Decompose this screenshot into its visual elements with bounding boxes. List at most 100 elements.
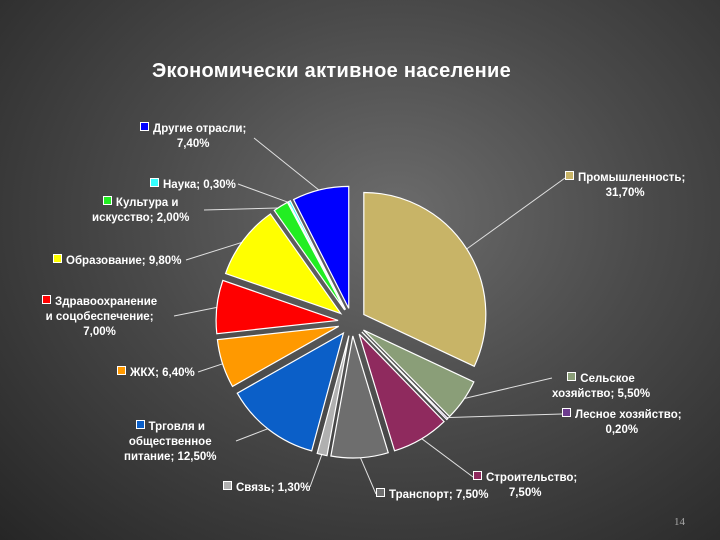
pie-slice-science <box>287 199 347 310</box>
data-label-line: Другие отрасли; <box>140 122 246 137</box>
data-label-line: искусство; 2,00% <box>92 211 189 226</box>
data-label-healthcare: Здравоохранение и соцобеспечение; 7,00% <box>42 295 157 340</box>
data-label-other: Другие отрасли; 7,40% <box>140 122 246 152</box>
pie-slice-education <box>224 213 343 315</box>
legend-swatch-construction <box>473 471 482 480</box>
data-label-text: ЖКХ; 6,40% <box>130 367 195 379</box>
pie-slice-healthcare <box>215 279 339 335</box>
data-label-text: Связь; 1,30% <box>236 482 311 494</box>
data-label-text: Культура и <box>115 197 179 209</box>
data-label-culture: Культура и искусство; 2,00% <box>92 196 189 226</box>
leader-line-science <box>237 183 291 204</box>
data-label-line: питание; 12,50% <box>124 450 216 465</box>
pie-slice-housing <box>216 325 339 388</box>
data-label-line: 7,50% <box>473 486 577 501</box>
legend-swatch-healthcare <box>42 295 51 304</box>
legend-swatch-education <box>53 254 62 263</box>
pie-slice-trade <box>236 331 345 452</box>
data-label-line: хозяйство; 5,50% <box>552 387 650 402</box>
pie-slice-transport <box>330 335 389 459</box>
data-label-text: 31,70% <box>605 187 645 199</box>
legend-swatch-trade <box>135 420 145 429</box>
data-label-line: и соцобеспечение; <box>42 310 157 325</box>
legend-swatch-science <box>150 178 159 187</box>
leader-line-healthcare <box>173 306 219 317</box>
data-label-text: Строительство; <box>486 472 578 484</box>
data-label-text: Промышленность; <box>578 172 686 184</box>
legend-swatch-other <box>140 122 149 131</box>
pie-slice-industry <box>363 191 487 368</box>
data-label-text: Здравоохранение <box>55 296 158 308</box>
pie-slice-culture <box>273 201 346 311</box>
pie-slice-forestry <box>361 331 449 421</box>
data-label-line: 0,20% <box>562 423 682 438</box>
data-label-communication: Связь; 1,30% <box>223 481 310 496</box>
data-label-construction: Строительство; 7,50% <box>473 471 577 501</box>
data-label-text: 7,00% <box>83 326 116 338</box>
legend-swatch-culture <box>102 196 112 205</box>
leader-line-industry <box>464 177 566 251</box>
data-label-transport: Транспорт; 7,50% <box>376 488 488 503</box>
leader-line-transport <box>359 455 377 495</box>
pie-slice-construction <box>358 333 445 452</box>
data-label-line: Лесное хозяйство; <box>562 408 682 423</box>
page-number: 14 <box>674 516 685 528</box>
data-label-line: Культура и <box>92 196 189 211</box>
data-label-text: Лесное хозяйство; <box>575 409 682 421</box>
data-label-line: общественное <box>124 435 216 450</box>
leader-line-communication <box>309 452 323 488</box>
legend-swatch-communication <box>223 481 232 490</box>
data-label-text: 7,40% <box>176 138 210 150</box>
data-label-line: 31,70% <box>565 186 685 201</box>
leader-line-culture <box>203 207 282 211</box>
data-label-text: 0,20% <box>605 424 639 436</box>
data-label-line: ЖКХ; 6,40% <box>117 366 195 381</box>
data-label-text: Транспорт; 7,50% <box>389 489 489 501</box>
data-label-text: общественное <box>128 436 212 448</box>
pie-slice-communication <box>316 335 350 457</box>
leader-line-construction <box>419 437 474 478</box>
data-label-text: 7,50% <box>508 487 542 499</box>
data-label-line: Транспорт; 7,50% <box>376 488 488 503</box>
data-label-line: Образование; 9,80% <box>53 254 181 269</box>
pie-slice-agriculture <box>363 329 475 418</box>
data-label-text: Другие отрасли; <box>153 123 247 135</box>
legend-swatch-transport <box>376 488 385 497</box>
legend-swatch-agriculture <box>567 372 577 381</box>
leader-line-housing <box>197 362 225 373</box>
data-label-line: Наука; 0,30% <box>150 178 236 193</box>
data-label-text: искусство; 2,00% <box>92 212 190 224</box>
chart-title: Экономически активное население <box>152 60 512 82</box>
data-label-science: Наука; 0,30% <box>150 178 236 193</box>
data-label-education: Образование; 9,80% <box>53 254 181 269</box>
data-label-text: хозяйство; 5,50% <box>552 388 651 400</box>
data-label-housing: ЖКХ; 6,40% <box>117 366 195 381</box>
data-label-industry: Промышленность; 31,70% <box>565 171 685 201</box>
leader-line-forestry <box>445 413 563 419</box>
legend-swatch-forestry <box>562 408 571 417</box>
data-label-line: 7,00% <box>42 325 157 340</box>
data-label-text: Сельское <box>580 373 635 385</box>
data-label-text: и соцобеспечение; <box>45 311 154 323</box>
legend-swatch-housing <box>117 366 126 375</box>
data-label-line: Сельское <box>552 372 650 387</box>
data-label-text: Наука; 0,30% <box>163 179 236 191</box>
data-label-line: 7,40% <box>140 137 246 152</box>
data-label-forestry: Лесное хозяйство; 0,20% <box>562 408 682 438</box>
data-label-text: Образование; 9,80% <box>66 255 182 267</box>
data-label-trade: Трговля и общественное питание; 12,50% <box>124 420 216 465</box>
leader-line-education <box>185 240 246 261</box>
legend-swatch-industry <box>565 171 574 180</box>
data-label-line: Строительство; <box>473 471 577 486</box>
data-label-line: Связь; 1,30% <box>223 481 310 496</box>
leader-line-agriculture <box>461 377 553 400</box>
data-label-agriculture: Сельское хозяйство; 5,50% <box>552 372 650 402</box>
data-label-text: питание; 12,50% <box>124 451 217 463</box>
leader-line-trade <box>235 427 271 442</box>
data-label-line: Трговля и <box>124 420 216 435</box>
pie-slice-other <box>292 185 350 309</box>
leader-line-other <box>253 137 322 193</box>
data-label-line: Здравоохранение <box>42 295 157 310</box>
data-label-text: Трговля и <box>148 421 205 433</box>
